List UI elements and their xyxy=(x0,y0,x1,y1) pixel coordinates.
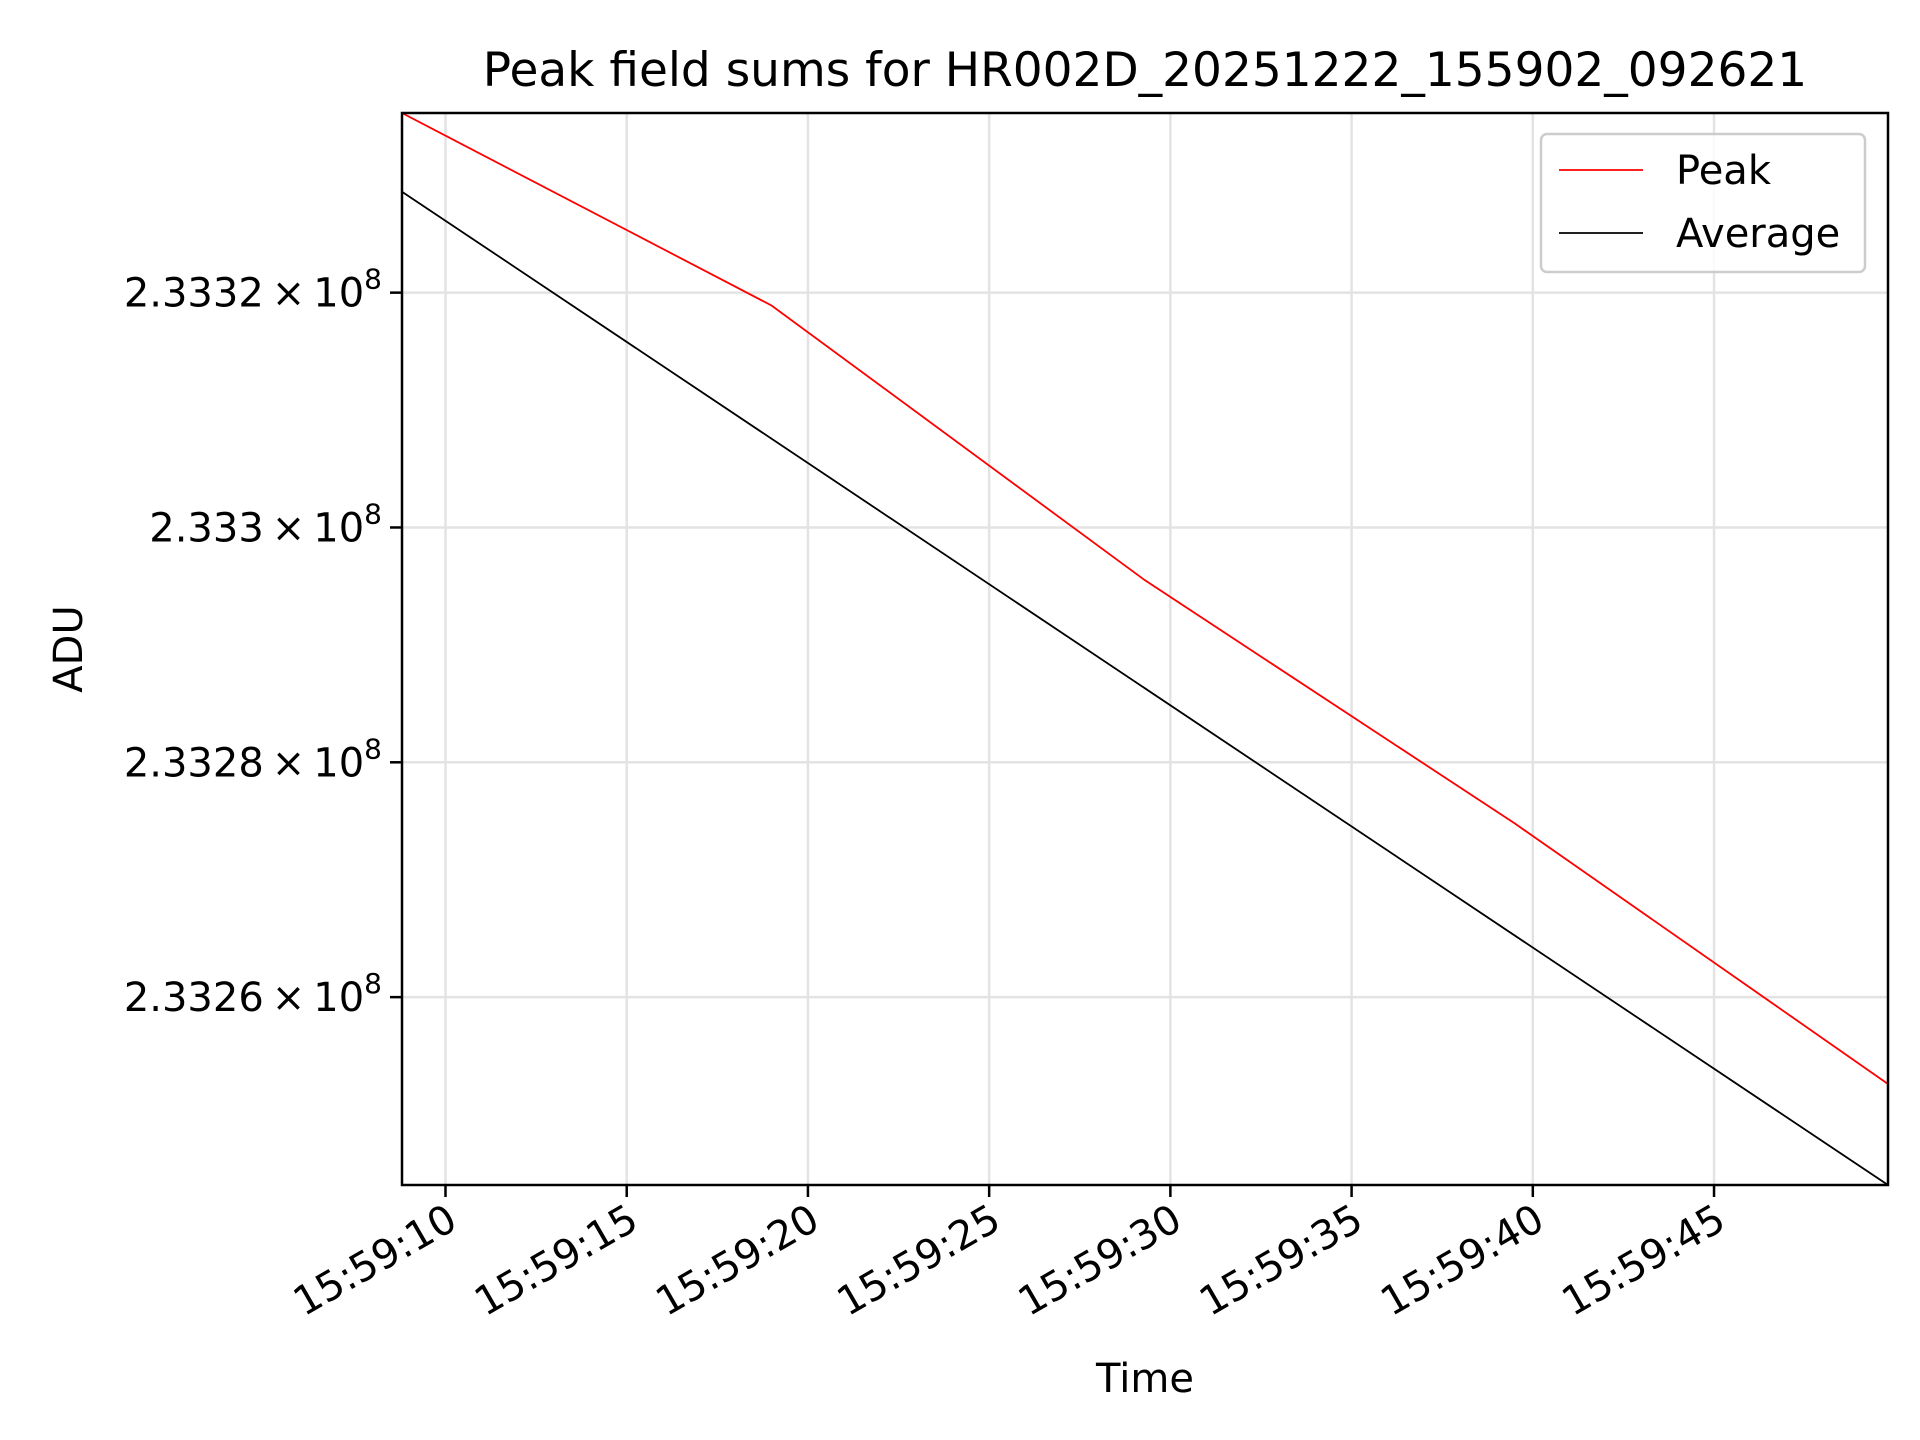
series-line-average xyxy=(401,190,1889,1186)
grid xyxy=(402,113,1888,1185)
y-tick-label: 2.3332 × 108 xyxy=(124,263,382,317)
series-lines xyxy=(401,112,1889,1186)
x-tick-label: 15:59:15 xyxy=(467,1196,646,1326)
series-line-peak xyxy=(401,112,1889,1085)
y-tick-label: 2.3326 × 108 xyxy=(124,967,382,1021)
axis-ticks: 15:59:10 15:59:15 15:59:20 15:59:25 15:59:30… xyxy=(124,263,1733,1326)
x-axis-label: Time xyxy=(1095,1356,1194,1402)
legend-box xyxy=(1539,132,1867,274)
y-tick-times: × 10 xyxy=(264,505,364,551)
x-tick-label: 15:59:25 xyxy=(830,1196,1009,1326)
y-tick-label: 2.333 × 108 xyxy=(149,497,382,551)
y-tick-exponent: 8 xyxy=(364,497,382,530)
legend: Peak Average xyxy=(1539,132,1867,274)
y-tick-times: × 10 xyxy=(264,740,364,786)
y-tick-times: × 10 xyxy=(264,271,364,317)
y-tick-mantissa: 2.3328 xyxy=(124,740,264,786)
y-tick-times: × 10 xyxy=(264,975,364,1021)
y-tick-exponent: 8 xyxy=(364,967,382,1000)
x-tick-label: 15:59:20 xyxy=(648,1196,827,1326)
plot-frame xyxy=(400,111,1890,1187)
x-tick-label: 15:59:30 xyxy=(1011,1196,1190,1326)
x-tick-label: 15:59:10 xyxy=(286,1196,465,1326)
y-tick-mantissa: 2.3326 xyxy=(124,975,264,1021)
chart-title: Peak field sums for HR002D_20251222_1559… xyxy=(483,43,1807,98)
y-axis-label: ADU xyxy=(46,605,92,692)
y-tick-label: 2.3328 × 108 xyxy=(124,732,382,786)
x-tick-label: 15:59:45 xyxy=(1554,1196,1733,1326)
y-tick-mantissa: 2.333 xyxy=(149,505,264,551)
x-tick-label: 15:59:40 xyxy=(1373,1196,1552,1326)
y-tick-exponent: 8 xyxy=(364,263,382,296)
legend-entry: Average xyxy=(1676,211,1840,257)
y-tick-exponent: 8 xyxy=(364,732,382,765)
y-tick-mantissa: 2.3332 xyxy=(124,271,264,317)
x-tick-label: 15:59:35 xyxy=(1192,1196,1371,1326)
legend-entry: Peak xyxy=(1676,148,1772,194)
